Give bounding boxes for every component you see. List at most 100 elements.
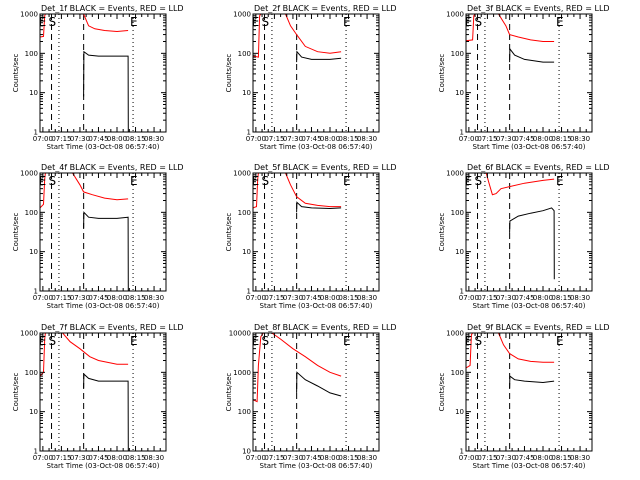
x-tick-label: 08:30 [357,135,377,143]
x-tick-label: 07:45 [301,135,321,143]
x-tick-label: 08:15 [338,135,358,143]
event-marker-label: S [475,334,483,348]
y-tick-label: 100 [451,369,464,377]
y-tick-label: 1 [247,288,251,296]
x-axis-label: Start Time (03-Oct-08 06:57:40) [47,143,160,151]
x-tick-label: 08:30 [144,294,164,302]
x-tick-label: 07:00 [33,294,53,302]
x-tick-label: 07:00 [246,135,266,143]
x-tick-label: 07:15 [264,135,284,143]
x-tick-label: 07:15 [51,454,71,462]
series-lld-line [253,333,342,403]
event-marker-label: E [252,15,260,29]
series-events-line [296,50,342,63]
y-axis-label: Counts/sec [225,213,233,252]
y-tick-label: 1000 [233,369,251,377]
x-tick-label: 07:30 [496,294,516,302]
plot-frame [39,172,167,292]
event-marker-label: E [556,174,564,188]
x-tick-label: 08:15 [551,135,571,143]
x-tick-label: 07:00 [33,135,53,143]
series-events-line [83,50,129,132]
event-marker-label: E [343,334,351,348]
x-tick-label: 07:15 [264,294,284,302]
series-lld-line [40,173,129,209]
x-tick-label: 07:45 [88,454,108,462]
y-tick-label: 100 [451,209,464,217]
series-events-line [83,372,129,451]
y-tick-label: 100 [25,50,38,58]
y-axis-label: Counts/sec [225,373,233,412]
event-marker-label: S [49,334,57,348]
y-tick-label: 100 [451,50,464,58]
x-tick-label: 07:45 [301,454,321,462]
x-tick-label: 07:30 [70,454,90,462]
x-tick-label: 07:00 [33,454,53,462]
series-lld-line [40,14,129,38]
x-tick-label: 08:15 [551,294,571,302]
y-tick-label: 1 [460,129,464,137]
x-tick-label: 08:00 [107,135,127,143]
x-tick-label: 07:00 [459,135,479,143]
y-tick-label: 1000 [233,170,251,178]
x-tick-label: 07:15 [477,294,497,302]
event-marker-label: S [262,334,270,348]
x-tick-label: 08:15 [125,454,145,462]
x-axis-label: Start Time (03-Oct-08 06:57:40) [260,143,373,151]
x-tick-label: 08:30 [570,454,590,462]
series-events-line [509,207,555,280]
x-tick-label: 08:15 [125,294,145,302]
plot-frame [465,172,593,292]
x-tick-label: 07:45 [514,135,534,143]
x-tick-label: 08:30 [570,135,590,143]
panel-title: Det_9f BLACK = Events, RED = LLD [467,323,610,332]
y-tick-label: 10 [242,248,251,256]
y-tick-label: 100 [25,369,38,377]
x-tick-label: 08:15 [551,454,571,462]
event-marker-label: E [556,334,564,348]
x-tick-label: 08:30 [144,454,164,462]
x-tick-label: 08:00 [107,294,127,302]
panel-title: Det_7f BLACK = Events, RED = LLD [41,323,184,332]
y-tick-label: 10 [29,248,38,256]
y-tick-label: 1000 [20,170,38,178]
x-tick-label: 08:00 [107,454,127,462]
x-tick-label: 07:00 [246,454,266,462]
event-marker-label: S [262,15,270,29]
series-lld-line [466,333,555,369]
series-lld-line [40,333,129,377]
x-tick-label: 07:45 [514,294,534,302]
y-axis-label: Counts/sec [438,213,446,252]
panel-title: Det_4f BLACK = Events, RED = LLD [41,163,184,172]
x-tick-label: 07:15 [264,454,284,462]
series-lld-line [253,14,342,58]
x-tick-label: 07:30 [283,294,303,302]
y-tick-label: 10 [29,408,38,416]
panel-title: Det_8f BLACK = Events, RED = LLD [254,323,397,332]
y-tick-label: 1000 [20,330,38,338]
y-tick-label: 1 [460,288,464,296]
plot-frame [39,13,167,133]
event-marker-label: E [252,174,260,188]
x-tick-label: 07:45 [88,294,108,302]
y-tick-label: 1000 [446,330,464,338]
y-tick-label: 1000 [233,11,251,19]
x-tick-label: 07:15 [477,135,497,143]
y-axis-label: Counts/sec [438,373,446,412]
x-axis-label: Start Time (03-Oct-08 06:57:40) [47,302,160,310]
x-tick-label: 08:00 [320,294,340,302]
y-tick-label: 10 [242,89,251,97]
y-tick-label: 100 [238,209,251,217]
series-events-line [509,47,555,63]
event-marker-label: E [465,15,473,29]
event-marker-label: E [39,334,47,348]
event-marker-label: E [343,174,351,188]
x-tick-label: 07:30 [70,135,90,143]
series-events-line [509,375,555,389]
